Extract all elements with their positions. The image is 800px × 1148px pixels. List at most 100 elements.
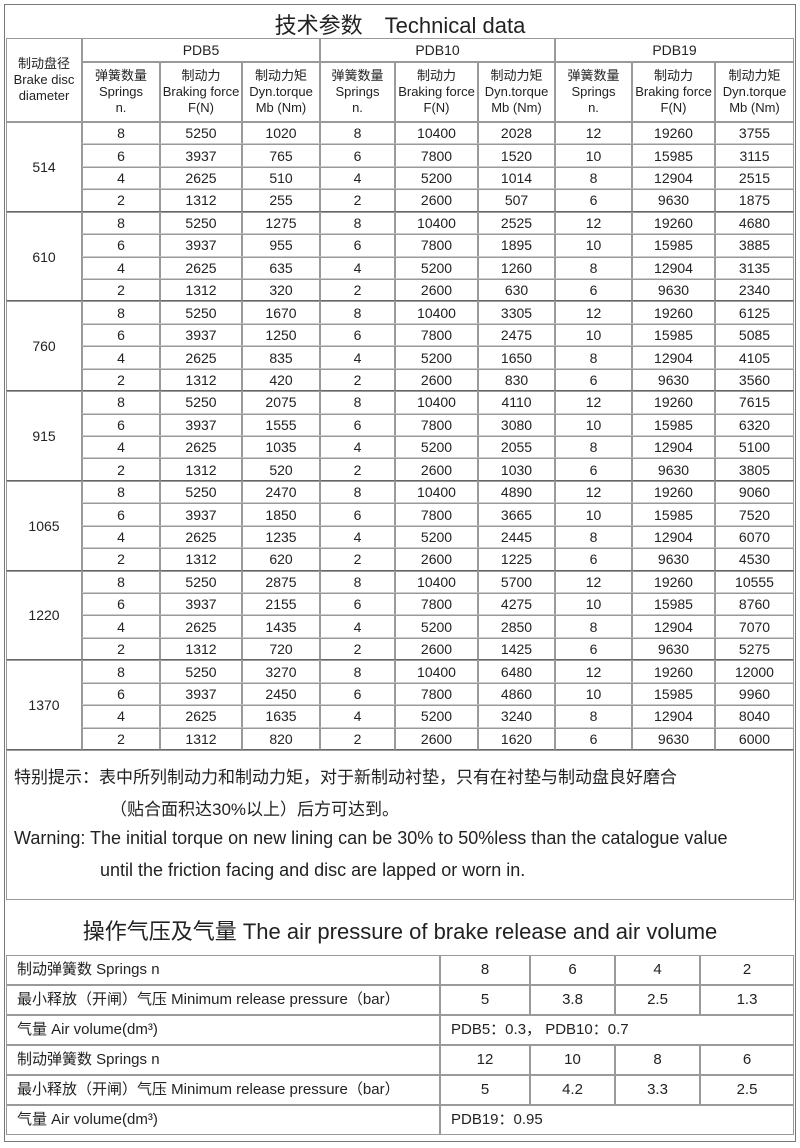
- diameter: 610: [32, 248, 56, 265]
- value-cell: 3305: [478, 301, 555, 324]
- value-cell: 8: [320, 660, 395, 683]
- value-cell: 2600: [395, 458, 478, 481]
- value-cell: 1312: [160, 637, 242, 661]
- value: 6: [117, 327, 125, 344]
- value: 1014: [500, 170, 533, 187]
- value: 19260: [654, 573, 693, 590]
- value: 3937: [185, 147, 217, 164]
- value: 19260: [654, 125, 693, 142]
- value-cell: 19260: [632, 660, 715, 683]
- value: 1895: [500, 237, 533, 254]
- value-cell: 5200: [395, 705, 478, 728]
- value-cell: 6: [320, 503, 395, 526]
- diameter-cell: 760: [6, 301, 82, 392]
- value: 2: [117, 371, 125, 388]
- value: 4110: [501, 394, 532, 411]
- value: 1635: [265, 708, 297, 725]
- note-en: Warning: The initial torque on new linin…: [14, 828, 728, 848]
- value-cell: 2600: [395, 279, 478, 302]
- value: 5250: [185, 304, 217, 321]
- value-cell: 1312: [160, 458, 242, 481]
- value: 1312: [185, 551, 217, 568]
- value-cell: 8: [320, 480, 395, 504]
- air-value: 6: [742, 1051, 752, 1068]
- value: 2600: [420, 461, 453, 478]
- value-cell: 3937: [160, 503, 242, 526]
- value: 15985: [654, 147, 693, 164]
- value-cell: 3937: [160, 593, 242, 616]
- value-cell: 4: [82, 346, 160, 369]
- value-cell: 3937: [160, 234, 242, 257]
- value-cell: 2600: [395, 368, 478, 392]
- value-cell: 12904: [632, 166, 715, 190]
- column-header: n.: [115, 100, 127, 115]
- value-cell: 5275: [715, 637, 794, 661]
- value: 1275: [265, 214, 297, 231]
- value-cell: 15985: [632, 682, 715, 706]
- value-cell: 1250: [242, 323, 320, 347]
- air-label: 最小释放（开闸）气压 Minimum release pressure（bar）: [17, 991, 400, 1008]
- value-cell: 1875: [715, 189, 794, 212]
- value: 5700: [500, 573, 533, 590]
- air-value-cell: 4: [615, 955, 700, 985]
- value-cell: 1312: [160, 727, 242, 751]
- value: 1235: [265, 528, 297, 545]
- value: 8: [589, 708, 598, 725]
- value-cell: 10400: [395, 660, 478, 683]
- value: 635: [269, 259, 293, 276]
- value: 2450: [265, 685, 297, 702]
- air-value: 2.5: [736, 1081, 758, 1098]
- value: 6070: [738, 528, 771, 545]
- value: 7800: [420, 147, 453, 164]
- value: 12904: [654, 259, 693, 276]
- value: 2155: [265, 596, 297, 613]
- value: 2600: [420, 730, 453, 747]
- air-value-cell: 6: [530, 955, 615, 985]
- value: 4: [353, 528, 362, 545]
- air-value: 8: [480, 961, 490, 978]
- value: 2470: [265, 484, 297, 501]
- value-cell: 3560: [715, 368, 794, 392]
- value: 3937: [185, 416, 217, 433]
- value: 3885: [738, 237, 771, 254]
- value-cell: 6: [320, 413, 395, 436]
- value: 2600: [420, 192, 453, 209]
- value: 6: [353, 327, 362, 344]
- value-cell: 4275: [478, 593, 555, 616]
- value-cell: 3937: [160, 413, 242, 436]
- value: 3937: [185, 506, 217, 523]
- value: 4: [117, 259, 125, 276]
- value-cell: 10: [555, 144, 632, 167]
- value: 4: [353, 618, 362, 635]
- column-header: Springs: [98, 84, 144, 99]
- diameter-header: 制动盘径: [17, 56, 70, 71]
- value-cell: 1312: [160, 279, 242, 302]
- value: 6: [589, 551, 598, 568]
- value-cell: 9630: [632, 368, 715, 392]
- value: 1312: [185, 641, 217, 658]
- value-cell: 12: [555, 122, 632, 145]
- value: 1650: [500, 349, 533, 366]
- value: 6: [353, 596, 362, 613]
- air-value: 4: [653, 961, 662, 978]
- value-cell: 1035: [242, 436, 320, 459]
- column-header-cell: 制动力 Braking force F(N): [395, 62, 478, 122]
- air-value: 12: [476, 1051, 494, 1068]
- value-cell: 635: [242, 256, 320, 279]
- value: 10400: [417, 304, 456, 321]
- value-cell: 7070: [715, 615, 794, 638]
- air-value-cell: 1.3: [700, 985, 794, 1015]
- value-cell: 8: [82, 211, 160, 235]
- value-cell: 12904: [632, 346, 715, 369]
- air-value-cell: 6: [700, 1045, 794, 1075]
- value-cell: 6: [555, 548, 632, 571]
- value-cell: 15985: [632, 593, 715, 616]
- air-value: 4.2: [562, 1081, 583, 1098]
- value-cell: 1895: [478, 234, 555, 257]
- value-cell: 2875: [242, 570, 320, 594]
- value: 2: [353, 551, 362, 568]
- value-cell: 2340: [715, 279, 794, 302]
- value-cell: 2: [82, 279, 160, 302]
- column-header: Mb (Nm): [729, 100, 780, 115]
